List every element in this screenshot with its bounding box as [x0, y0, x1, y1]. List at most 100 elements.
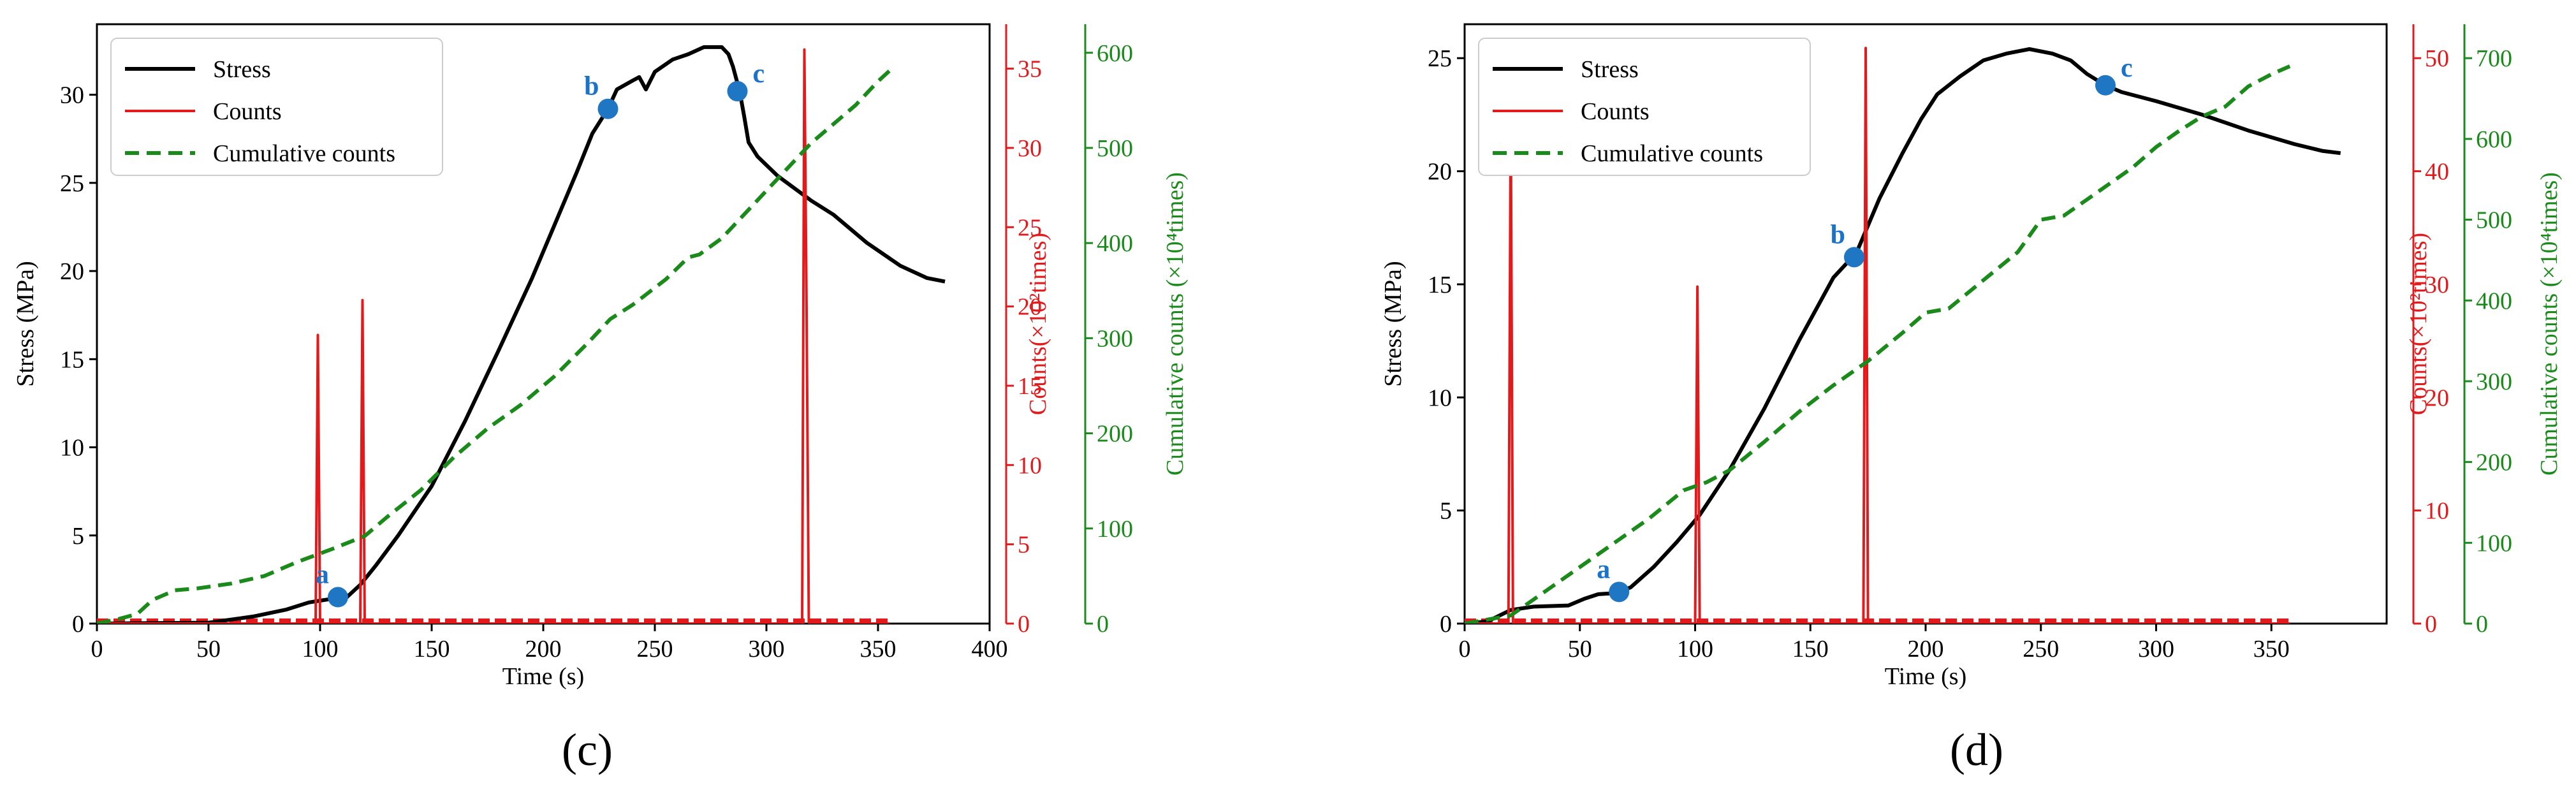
cumulative-axis-tick-label: 400	[1097, 230, 1133, 257]
x-tick-label: 100	[302, 636, 339, 662]
counts-axis-title: Counts(×10²times)	[1025, 233, 1051, 415]
x-tick-label: 350	[860, 636, 896, 662]
y-tick-label: 10	[60, 435, 84, 462]
y-tick-label: 0	[1440, 611, 1452, 638]
x-tick-label: 100	[1677, 636, 1713, 662]
cumulative-axis-tick-label: 500	[2476, 207, 2512, 234]
x-axis-title: Time (s)	[1885, 663, 1966, 690]
legend-entry-label: Stress	[1581, 56, 1639, 83]
stage-point-label-a: a	[1597, 555, 1610, 584]
stress-series-line	[97, 45, 946, 624]
counts-axis-tick-label: 40	[2425, 159, 2449, 186]
cumulative-counts-series-line	[1465, 64, 2291, 624]
stage-point-label-a: a	[316, 560, 329, 590]
cumulative-counts-series-line	[97, 65, 895, 624]
y-tick-label: 25	[60, 170, 84, 197]
cumulative-axis-tick-label: 200	[1097, 421, 1133, 448]
cumulative-axis-tick-label: 500	[1097, 135, 1133, 162]
counts-axis-tick-label: 15	[1018, 373, 1042, 400]
legend-entry-label: Stress	[213, 56, 271, 83]
stage-point-b	[597, 98, 618, 119]
stage-point-c	[2095, 75, 2116, 96]
cumulative-axis-tick-label: 700	[2476, 45, 2512, 72]
counts-axis-tick-label: 20	[2425, 384, 2449, 411]
x-axis-title: Time (s)	[502, 663, 584, 690]
counts-axis-tick-label: 20	[1018, 294, 1042, 321]
cumulative-axis-tick-label: 0	[1097, 611, 1109, 638]
cumulative-axis-tick-label: 0	[2476, 611, 2488, 638]
stage-point-c	[727, 81, 748, 102]
counts-axis-tick-label: 5	[1018, 532, 1030, 559]
stress-series-line	[1465, 47, 2341, 624]
x-tick-label: 150	[414, 636, 450, 662]
y-tick-label: 25	[1428, 45, 1452, 72]
panel-label: (d)	[1950, 724, 2003, 775]
stage-point-label-b: b	[1831, 220, 1845, 249]
cumulative-axis-title: Cumulative counts (×10⁴times)	[1162, 172, 1189, 476]
cumulative-axis-tick-label: 200	[2476, 450, 2512, 476]
chart-panel-d: 0 50 100 150 200 250 300 3500510152025010203040…	[1380, 23, 2563, 690]
y-tick-label: 30	[60, 82, 84, 109]
y-tick-label: 10	[1428, 384, 1452, 411]
y-tick-label: 15	[60, 346, 84, 373]
stage-point-a	[328, 587, 348, 608]
plot-area	[1465, 47, 2341, 624]
y-axis-title: Stress (MPa)	[12, 261, 39, 386]
x-tick-label: 350	[2253, 636, 2290, 662]
x-tick-label: 150	[1792, 636, 1829, 662]
y-axis-title: Stress (MPa)	[1380, 261, 1407, 386]
cumulative-axis-tick-label: 600	[2476, 126, 2512, 153]
stage-point-b	[1843, 247, 1864, 268]
y-tick-label: 0	[72, 611, 84, 638]
stage-point-label-b: b	[584, 72, 599, 101]
x-tick-label: 250	[2023, 636, 2059, 662]
x-tick-label: 50	[1568, 636, 1592, 662]
cumulative-axis-tick-label: 600	[1097, 40, 1133, 67]
plot-area	[97, 45, 946, 624]
stage-point-label-c: c	[753, 59, 765, 89]
counts-axis-tick-label: 0	[2425, 611, 2437, 638]
counts-axis-tick-label: 10	[2425, 498, 2449, 525]
counts-series-line	[1465, 47, 2290, 624]
y-tick-label: 5	[1440, 498, 1452, 525]
counts-axis-tick-label: 0	[1018, 611, 1030, 638]
cumulative-axis-tick-label: 400	[2476, 288, 2512, 314]
stage-point-a	[1609, 582, 1630, 603]
counts-axis-tick-label: 25	[1018, 214, 1042, 241]
x-tick-label: 400	[972, 636, 1008, 662]
chart-panel-c: 0 50 100 150 200 250 300 350 4000510152025300510…	[12, 23, 1189, 690]
y-tick-label: 15	[1428, 272, 1452, 298]
x-tick-label: 50	[196, 636, 221, 662]
cumulative-axis-tick-label: 100	[2476, 530, 2512, 557]
y-tick-label: 20	[1428, 159, 1452, 186]
x-tick-label: 300	[749, 636, 785, 662]
y-tick-label: 5	[72, 523, 84, 550]
counts-axis-tick-label: 50	[2425, 45, 2449, 72]
legend-entry-label: Counts	[1581, 98, 1650, 125]
x-tick-label: 0	[1459, 636, 1471, 662]
counts-series-line	[97, 48, 889, 624]
x-tick-label: 200	[1908, 636, 1944, 662]
cumulative-axis-title: Cumulative counts (×10⁴times)	[2536, 172, 2563, 476]
x-tick-label: 200	[525, 636, 562, 662]
x-tick-label: 250	[637, 636, 673, 662]
cumulative-axis-tick-label: 300	[2476, 369, 2512, 395]
legend-box	[1478, 38, 1811, 176]
x-tick-label: 0	[91, 636, 103, 662]
legend-box	[110, 38, 443, 176]
legend-entry-label: Cumulative counts	[213, 140, 395, 167]
counts-axis-tick-label: 10	[1018, 452, 1042, 479]
y-tick-label: 20	[60, 258, 84, 285]
stage-point-label-c: c	[2121, 54, 2133, 83]
counts-axis-tick-label: 35	[1018, 56, 1042, 83]
panel-label: (c)	[562, 724, 613, 775]
legend-entry-label: Cumulative counts	[1581, 140, 1763, 167]
legend-entry-label: Counts	[213, 98, 282, 125]
x-tick-label: 300	[2138, 636, 2174, 662]
counts-axis-title: Counts(×10²times)	[2405, 233, 2432, 415]
cumulative-axis-tick-label: 100	[1097, 516, 1133, 543]
cumulative-axis-tick-label: 300	[1097, 325, 1133, 352]
counts-axis-tick-label: 30	[1018, 135, 1042, 162]
counts-axis-tick-label: 30	[2425, 272, 2449, 298]
